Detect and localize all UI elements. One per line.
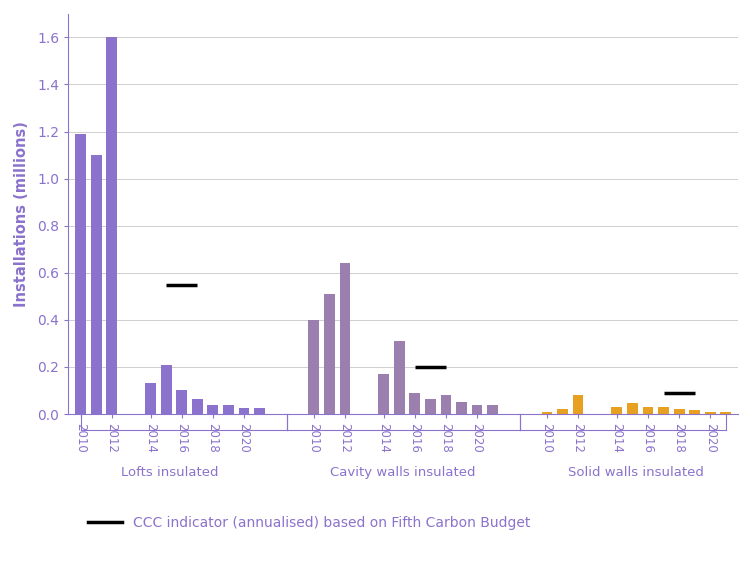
Text: Cavity walls insulated: Cavity walls insulated <box>330 466 476 479</box>
Bar <box>689 411 700 414</box>
Legend: CCC indicator (annualised) based on Fifth Carbon Budget: CCC indicator (annualised) based on Fift… <box>82 510 536 535</box>
Bar <box>308 320 320 414</box>
Y-axis label: Installations (millions): Installations (millions) <box>14 121 29 307</box>
Bar <box>425 398 436 414</box>
Bar <box>324 294 335 414</box>
Bar <box>456 402 467 414</box>
Bar <box>378 374 390 414</box>
Text: Solid walls insulated: Solid walls insulated <box>569 466 705 479</box>
Bar <box>208 405 218 414</box>
Bar <box>340 263 350 414</box>
Bar <box>541 412 553 414</box>
Bar <box>642 407 653 414</box>
Bar <box>75 134 86 414</box>
Bar <box>720 412 731 414</box>
Bar <box>91 155 102 414</box>
Bar <box>238 408 250 414</box>
Bar <box>627 404 638 414</box>
Bar <box>254 408 265 414</box>
Bar <box>192 398 203 414</box>
Bar <box>145 384 156 414</box>
Bar <box>177 390 187 414</box>
Bar <box>487 405 498 414</box>
Bar <box>107 37 117 414</box>
Bar <box>611 407 623 414</box>
Bar <box>161 365 171 414</box>
Bar <box>441 395 451 414</box>
Bar <box>572 395 584 414</box>
Bar <box>557 409 568 414</box>
Bar <box>658 407 669 414</box>
Bar <box>223 405 234 414</box>
Bar <box>394 341 405 414</box>
Bar <box>409 393 420 414</box>
Bar <box>705 412 716 414</box>
Text: Lofts insulated: Lofts insulated <box>121 466 219 479</box>
Bar <box>472 405 483 414</box>
Bar <box>674 409 684 414</box>
